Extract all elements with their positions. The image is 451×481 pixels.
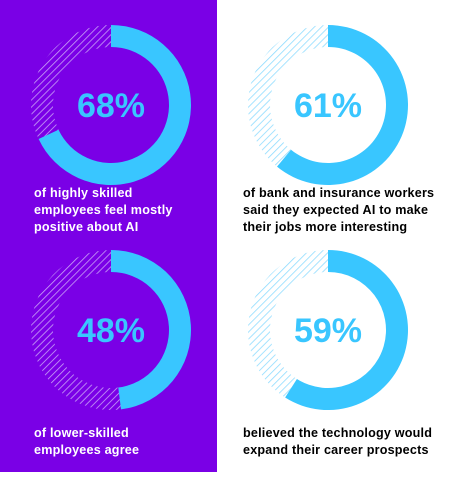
donut-value-arc xyxy=(111,250,192,410)
donut-remainder-track xyxy=(248,25,328,167)
donut-chart: 61% xyxy=(248,25,408,185)
donut-center-percent: 61% xyxy=(294,87,362,125)
donut-center-percent: 48% xyxy=(77,312,145,350)
donut-value-arc xyxy=(277,25,408,185)
stat-card-bank-insurance: 61% of bank and insurance workers said t… xyxy=(243,20,443,256)
stat-card-lower-skilled: 48% of lower-skilled employees agree xyxy=(26,245,226,481)
donut-chart: 48% xyxy=(31,250,192,410)
stat-caption: of bank and insurance workers said they … xyxy=(243,186,435,234)
donut-center-percent: 68% xyxy=(77,87,145,125)
stat-caption: believed the technology would expand the… xyxy=(243,426,433,457)
stat-caption: of lower-skilled employees agree xyxy=(34,426,140,457)
stat-caption: of highly skilled employees feel mostly … xyxy=(34,186,173,234)
donut-chart: 68% xyxy=(31,25,192,185)
donut-remainder-track xyxy=(31,250,122,410)
donut-value-arc xyxy=(285,250,408,410)
stat-card-career-prospects: 59% believed the technology would expand… xyxy=(243,245,443,481)
donut-center-percent: 59% xyxy=(294,312,362,350)
stat-card-highly-skilled: 68% of highly skilled employees feel mos… xyxy=(26,20,226,256)
donut-chart: 59% xyxy=(248,250,408,410)
donut-remainder-track xyxy=(248,250,328,398)
donut-remainder-track xyxy=(31,25,112,140)
